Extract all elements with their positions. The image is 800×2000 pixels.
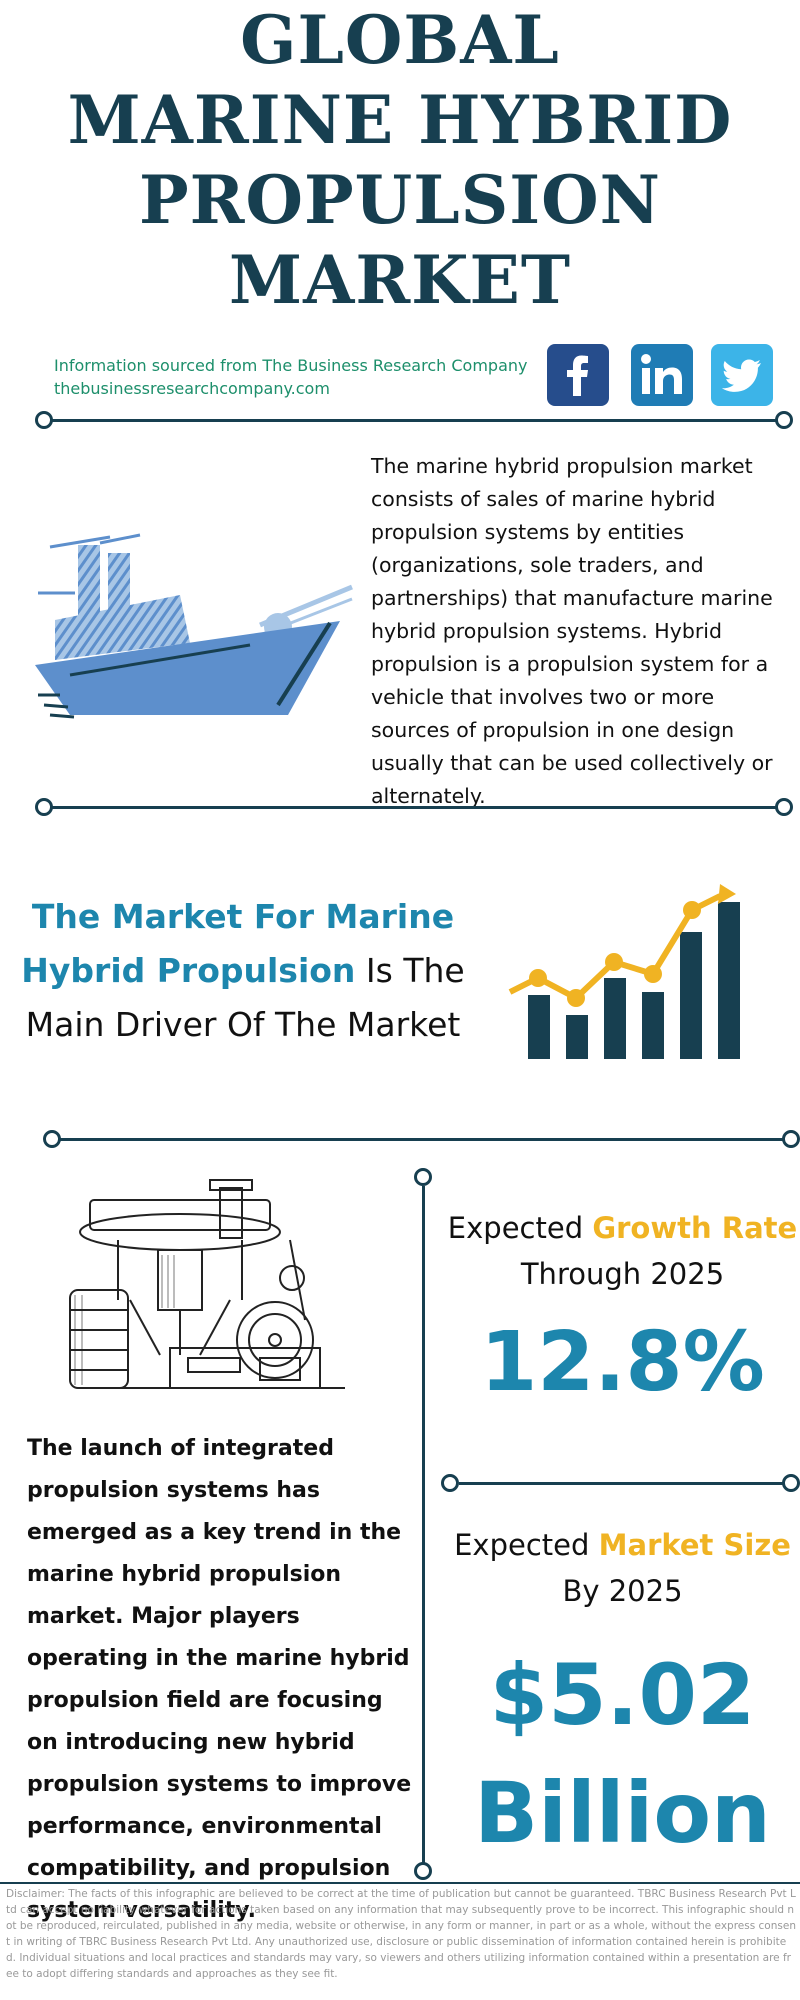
growth-prefix: Expected <box>447 1211 593 1245</box>
market-description: The marine hybrid propulsion market cons… <box>371 454 773 808</box>
facebook-icon[interactable] <box>547 344 609 406</box>
vertical-divider-dot-top <box>414 1168 432 1186</box>
market-size-label: Expected Market Size By 2025 <box>445 1522 800 1614</box>
source-link[interactable]: thebusinessresearchcompany.com <box>54 379 330 398</box>
divider-3-dot-right <box>782 1130 800 1148</box>
market-size-amount: $5.02 <box>489 1646 756 1744</box>
page-title: GLOBAL MARINE HYBRID PROPULSION MARKET <box>0 0 800 320</box>
source-info: Information sourced from The Business Re… <box>54 354 527 400</box>
twitter-icon[interactable] <box>711 344 773 406</box>
footer-divider <box>0 1882 800 1884</box>
divider-3 <box>52 1138 792 1141</box>
divider-2-dot-left <box>35 798 53 816</box>
source-text: Information sourced from The Business Re… <box>54 356 528 375</box>
title-line-2: MARINE HYBRID <box>67 81 733 159</box>
divider-1-dot-right <box>775 411 793 429</box>
ship-illustration <box>35 533 353 719</box>
growth-highlight: Growth Rate <box>592 1211 798 1245</box>
growth-rate-value: 12.8% <box>480 1315 765 1410</box>
market-size-prefix: Expected <box>454 1528 599 1562</box>
title-line-1: GLOBAL <box>240 1 560 79</box>
market-size-value: $5.02 Billion <box>445 1636 800 1872</box>
divider-4-dot-left <box>441 1474 459 1492</box>
market-driver: The Market For Marine Hybrid Propulsion … <box>18 890 468 1052</box>
divider-1 <box>44 419 784 422</box>
divider-2 <box>44 806 784 809</box>
divider-4-dot-right <box>782 1474 800 1492</box>
divider-4 <box>459 1482 789 1485</box>
title-line-3: PROPULSION <box>139 161 661 239</box>
vertical-divider <box>422 1186 425 1866</box>
driver-rest: Is The Main Driver Of The Market <box>25 951 465 1044</box>
divider-1-dot-left <box>35 411 53 429</box>
vertical-divider-dot-bottom <box>414 1862 432 1880</box>
divider-2-dot-right <box>775 798 793 816</box>
disclaimer: Disclaimer: The facts of this infographi… <box>6 1888 796 1980</box>
growth-period: Through 2025 <box>520 1257 725 1291</box>
engine-illustration <box>69 1179 345 1389</box>
linkedin-icon[interactable] <box>631 344 693 406</box>
driver-highlight: The Market For Marine Hybrid Propulsion <box>21 897 455 990</box>
growth-rate-label: Expected Growth Rate Through 2025 <box>445 1205 800 1297</box>
divider-3-dot-left <box>43 1130 61 1148</box>
market-size-highlight: Market Size <box>598 1528 791 1562</box>
key-trend: The launch of integrated propulsion syst… <box>27 1436 412 1923</box>
market-size-period: By 2025 <box>562 1574 683 1608</box>
growth-chart-icon <box>508 884 740 1059</box>
market-size-unit: Billion <box>474 1764 771 1862</box>
title-line-4: MARKET <box>229 241 571 319</box>
